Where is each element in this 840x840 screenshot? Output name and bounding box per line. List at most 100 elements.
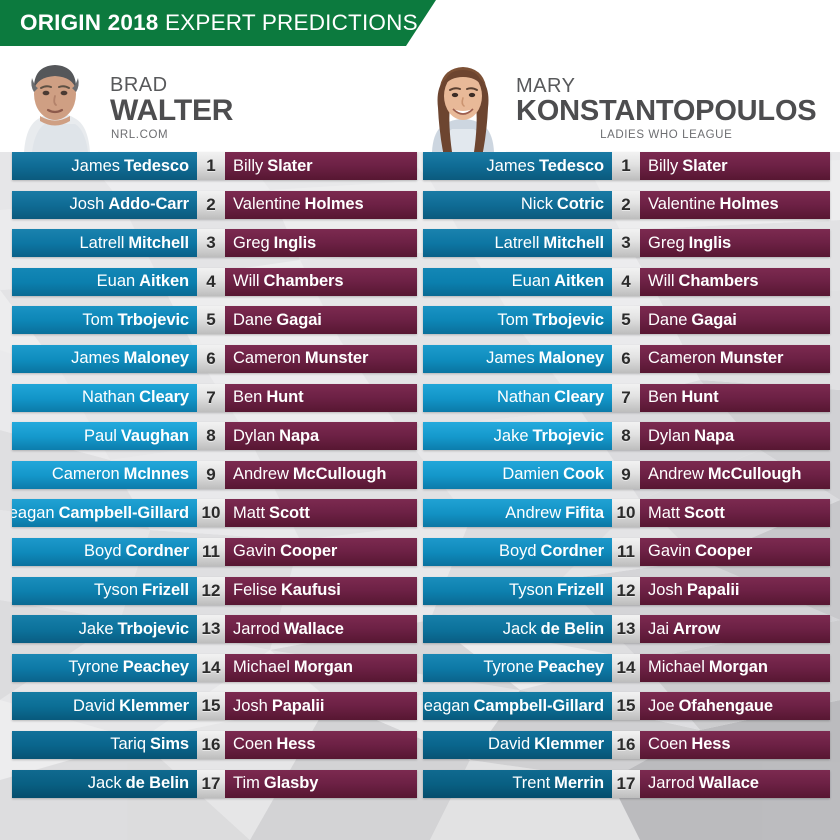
qld-player-cell: Valentine Holmes bbox=[640, 190, 830, 219]
jersey-number-cell: 4 bbox=[197, 267, 225, 296]
qld-player-last-name: Holmes bbox=[304, 195, 364, 214]
prediction-row: Damien Cook 9 Andrew McCullough bbox=[423, 460, 830, 489]
qld-player-last-name: Slater bbox=[267, 156, 313, 175]
nsw-player-last-name: Mitchell bbox=[543, 233, 604, 252]
qld-player-first-name: Dylan bbox=[233, 426, 276, 445]
prediction-row: Cameron McInnes 9 Andrew McCullough bbox=[12, 460, 417, 489]
qld-player-first-name: Dane bbox=[648, 310, 688, 329]
nsw-player-cell: Josh Addo-Carr bbox=[12, 190, 197, 219]
expert-last-name: WALTER bbox=[110, 94, 234, 128]
nsw-player-first-name: Trent bbox=[512, 774, 551, 792]
jersey-number-cell: 14 bbox=[612, 653, 640, 682]
qld-player-first-name: Greg bbox=[233, 233, 270, 252]
nsw-player-cell: Jack de Belin bbox=[12, 769, 197, 798]
prediction-row: Jake Trbojevic 13 Jarrod Wallace bbox=[12, 615, 417, 644]
prediction-row: David Klemmer 16 Coen Hess bbox=[423, 730, 830, 759]
qld-player-first-name: Will bbox=[233, 272, 260, 291]
nsw-player-cell: Boyd Cordner bbox=[12, 537, 197, 566]
nsw-player-cell: Euan Aitken bbox=[12, 267, 197, 296]
qld-player-cell: Coen Hess bbox=[225, 730, 417, 759]
nsw-player-first-name: Paul bbox=[83, 426, 117, 445]
prediction-row: James Tedesco 1 Billy Slater bbox=[423, 152, 830, 180]
qld-player-cell: Billy Slater bbox=[640, 152, 830, 180]
nsw-player-first-name: James bbox=[71, 349, 120, 368]
jersey-number-cell: 9 bbox=[197, 460, 225, 489]
expert-header-brad-walter: BRAD WALTER NRL.COM bbox=[12, 46, 412, 152]
expert-last-name: KONSTANTOPOULOS bbox=[516, 95, 817, 128]
nsw-player-last-name: Addo-Carr bbox=[108, 195, 189, 214]
nsw-player-last-name: Trbojevic bbox=[117, 619, 189, 638]
nsw-player-cell: Nathan Cleary bbox=[423, 383, 612, 412]
qld-player-last-name: Wallace bbox=[698, 774, 759, 792]
nsw-player-last-name: Aitken bbox=[554, 272, 604, 291]
jersey-number-cell: 16 bbox=[612, 730, 640, 759]
jersey-number-cell: 5 bbox=[612, 306, 640, 335]
title-light: EXPERT PREDICTIONS bbox=[164, 9, 418, 35]
jersey-number-cell: 12 bbox=[612, 576, 640, 605]
jersey-number-cell: 10 bbox=[197, 499, 225, 528]
nsw-player-first-name: Jake bbox=[493, 426, 529, 445]
jersey-number-cell: 16 bbox=[197, 730, 225, 759]
qld-player-cell: Felise Kaufusi bbox=[225, 576, 417, 605]
expert-first-name: BRAD bbox=[110, 73, 168, 96]
qld-player-first-name: Tim bbox=[233, 774, 260, 792]
nsw-player-first-name: Tyson bbox=[509, 581, 554, 600]
prediction-row: Tariq Sims 16 Coen Hess bbox=[12, 730, 417, 759]
nsw-player-first-name: Tariq bbox=[110, 735, 146, 754]
qld-player-last-name: Hess bbox=[276, 735, 316, 754]
prediction-row: Nathan Cleary 7 Ben Hunt bbox=[423, 383, 830, 412]
qld-player-first-name: Jarrod bbox=[233, 619, 280, 638]
nsw-player-cell: James Maloney bbox=[12, 344, 197, 373]
prediction-row: Paul Vaughan 8 Dylan Napa bbox=[12, 422, 417, 451]
qld-player-first-name: Billy bbox=[233, 156, 264, 175]
qld-player-cell: Andrew McCullough bbox=[640, 460, 830, 489]
qld-player-last-name: McCullough bbox=[292, 465, 387, 484]
qld-player-cell: Will Chambers bbox=[640, 267, 830, 296]
nsw-player-cell: James Maloney bbox=[423, 344, 612, 373]
prediction-row: James Maloney 6 Cameron Munster bbox=[423, 344, 830, 373]
qld-player-first-name: Gavin bbox=[648, 542, 692, 561]
jersey-number-cell: 6 bbox=[197, 344, 225, 373]
nsw-player-first-name: James bbox=[486, 349, 535, 368]
expert-header-mary-konstantopoulos: MARY KONSTANTOPOULOS LADIES WHO LEAGUE bbox=[420, 46, 832, 152]
qld-player-last-name: Papalii bbox=[271, 696, 325, 715]
nsw-player-first-name: Tyson bbox=[94, 581, 139, 600]
nsw-player-cell: Jack de Belin bbox=[423, 615, 612, 644]
jersey-number-cell: 12 bbox=[197, 576, 225, 605]
nsw-player-first-name: Tyrone bbox=[483, 658, 534, 677]
nsw-player-last-name: Campbell-Gillard bbox=[473, 696, 605, 715]
jersey-number-cell: 8 bbox=[197, 422, 225, 451]
nsw-player-cell: ReaganCampbell-Gillard bbox=[12, 499, 197, 528]
nsw-player-last-name: Peachey bbox=[537, 658, 604, 677]
qld-player-last-name: Cooper bbox=[695, 542, 753, 561]
qld-player-cell: Tim Glasby bbox=[225, 769, 417, 798]
jersey-number-cell: 3 bbox=[612, 229, 640, 258]
prediction-row: Tyrone Peachey 14 Michael Morgan bbox=[423, 653, 830, 682]
qld-player-cell: Dylan Napa bbox=[640, 422, 830, 451]
qld-player-cell: Greg Inglis bbox=[640, 229, 830, 258]
prediction-row: Euan Aitken 4 Will Chambers bbox=[12, 267, 417, 296]
qld-player-last-name: Wallace bbox=[283, 619, 344, 638]
expert-affiliation: LADIES WHO LEAGUE bbox=[600, 128, 733, 141]
prediction-row: James Maloney 6 Cameron Munster bbox=[12, 344, 417, 373]
nsw-player-cell: Tyrone Peachey bbox=[423, 653, 612, 682]
qld-player-cell: Gavin Cooper bbox=[225, 537, 417, 566]
jersey-number-cell: 1 bbox=[197, 152, 225, 180]
nsw-player-first-name: Josh bbox=[69, 195, 105, 214]
nsw-player-last-name: Aitken bbox=[139, 272, 189, 291]
qld-player-first-name: Cameron bbox=[648, 349, 716, 368]
nsw-player-cell: Boyd Cordner bbox=[423, 537, 612, 566]
qld-player-cell: Ben Hunt bbox=[225, 383, 417, 412]
qld-player-first-name: Josh bbox=[648, 581, 683, 600]
jersey-number-cell: 3 bbox=[197, 229, 225, 258]
nsw-player-last-name: Merrin bbox=[554, 774, 604, 792]
qld-player-first-name: Cameron bbox=[233, 349, 301, 368]
title-strong: ORIGIN 2018 bbox=[20, 9, 159, 35]
qld-player-last-name: Munster bbox=[304, 349, 369, 368]
nsw-player-cell: Euan Aitken bbox=[423, 267, 612, 296]
qld-player-first-name: Dane bbox=[233, 310, 273, 329]
qld-player-last-name: Napa bbox=[279, 426, 320, 445]
jersey-number-cell: 17 bbox=[197, 769, 225, 798]
jersey-number-cell: 7 bbox=[197, 383, 225, 412]
nsw-player-first-name: Cameron bbox=[51, 465, 120, 484]
